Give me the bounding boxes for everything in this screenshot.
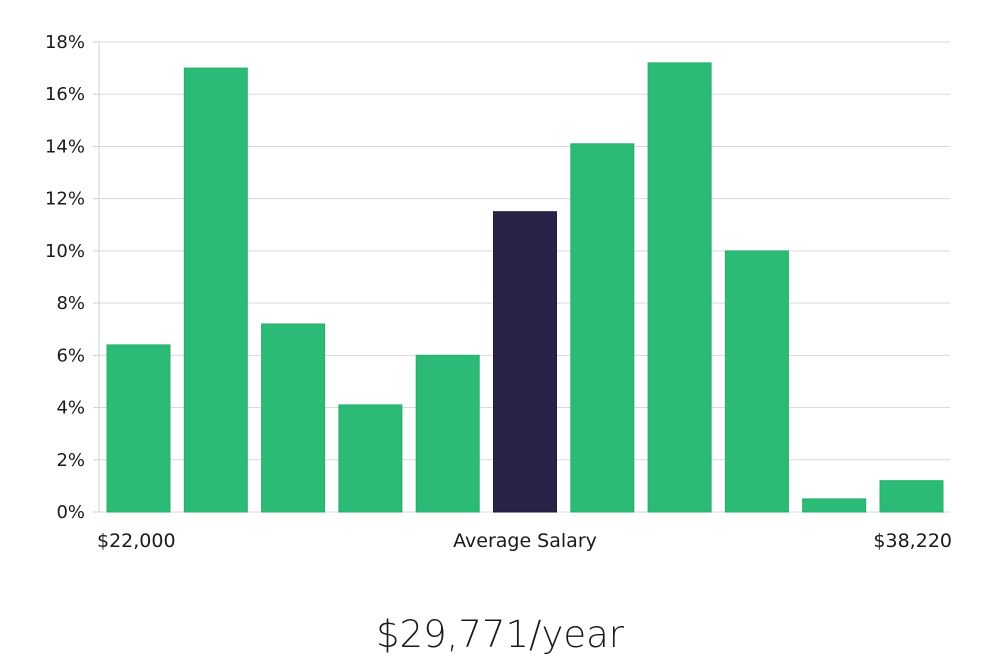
y-tick-label: 12%: [45, 189, 85, 210]
y-tick-label: 16%: [45, 84, 85, 105]
bar: [570, 143, 635, 513]
y-tick-label: 10%: [45, 241, 85, 262]
x-axis-title: Average Salary: [453, 530, 597, 552]
bar: [338, 404, 403, 513]
y-tick-label: 18%: [45, 32, 85, 53]
y-axis-ticks: 0% 2% 4% 6% 8% 10% 12% 14% 16% 18%: [45, 32, 99, 523]
bar-average-bin: [493, 211, 557, 513]
bar: [415, 354, 480, 513]
x-axis-max-label: $38,220: [873, 530, 952, 552]
salary-distribution-chart: 0% 2% 4% 6% 8% 10% 12% 14% 16% 18% $22,000 Averag…: [45, 32, 952, 552]
bar: [879, 480, 944, 513]
y-tick-label: 2%: [56, 450, 85, 471]
bar: [802, 498, 867, 513]
bars: [106, 62, 944, 513]
y-tick-label: 14%: [45, 136, 85, 157]
x-axis-min-label: $22,000: [97, 530, 176, 552]
y-tick-label: 4%: [56, 398, 85, 419]
bar: [261, 323, 326, 513]
average-salary-value: $29,771/year: [375, 613, 624, 656]
bar: [183, 67, 248, 513]
y-tick-label: 0%: [56, 502, 85, 523]
bar: [724, 250, 789, 513]
y-tick-label: 6%: [56, 345, 85, 366]
y-tick-label: 8%: [56, 293, 85, 314]
bar: [106, 344, 171, 513]
bar: [647, 62, 712, 513]
